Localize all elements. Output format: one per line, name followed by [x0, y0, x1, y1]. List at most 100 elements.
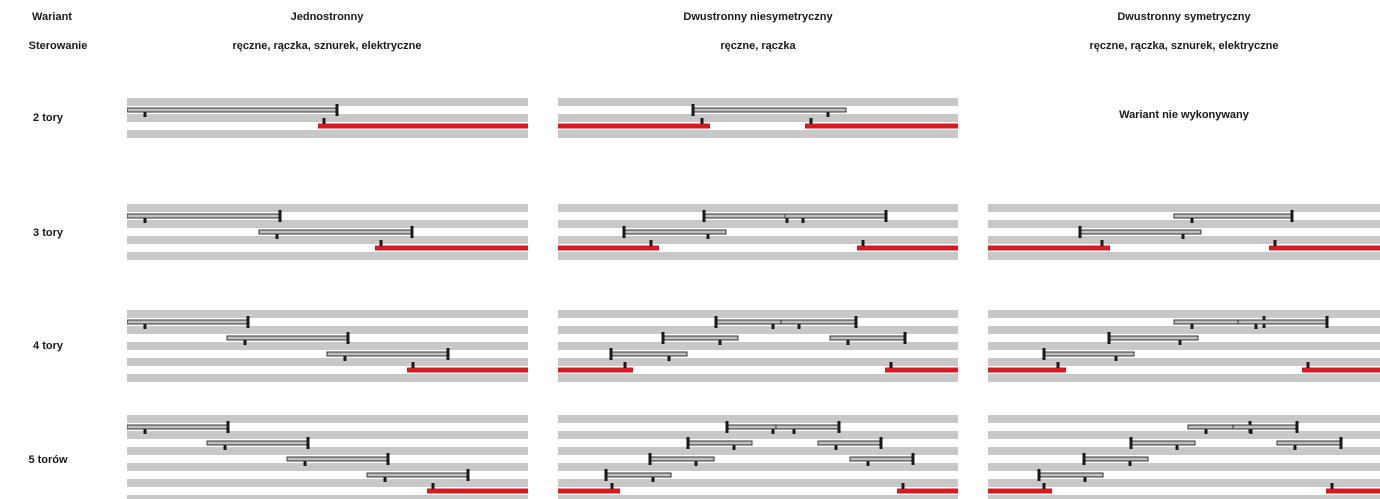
- track-strip: [127, 98, 528, 106]
- panel-stop: [797, 324, 801, 329]
- track-strip: [988, 463, 1380, 471]
- panel-stop: [143, 112, 147, 117]
- track-strip: [558, 342, 958, 350]
- sliding-panel: [817, 440, 883, 446]
- sliding-panel: [127, 424, 230, 430]
- track-strip: [988, 447, 1380, 455]
- panel-stop: [1114, 356, 1118, 361]
- panel-stop: [243, 340, 247, 345]
- track-strip: [558, 204, 958, 212]
- track-strip: [988, 252, 1380, 260]
- sliding-panel: [1232, 424, 1299, 430]
- track-strip: [127, 479, 528, 487]
- row-label-5: 5 torów: [28, 454, 68, 466]
- track-strip: [558, 374, 958, 382]
- panel-stop: [771, 324, 775, 329]
- column-title-two-sided-sym: Dwustronny symetryczny: [1117, 11, 1251, 23]
- panel-stop: [1204, 429, 1208, 434]
- panel-stop: [771, 429, 775, 434]
- panel-handle: [1295, 421, 1299, 433]
- track-strip: [127, 114, 528, 122]
- fixed-rail: [558, 488, 620, 494]
- panel-stop: [1128, 461, 1132, 466]
- panel-stop: [1175, 445, 1179, 450]
- panel-stop: [1083, 477, 1087, 482]
- sliding-panel: [775, 424, 841, 430]
- fixed-rail: [988, 245, 1110, 251]
- track-strip: [558, 495, 958, 499]
- rail-stop: [649, 240, 653, 246]
- variant-header: Wariant: [32, 11, 72, 23]
- track-strip: [558, 252, 958, 260]
- panel-handle: [446, 348, 450, 360]
- sliding-panel: [1042, 351, 1135, 357]
- fixed-rail: [897, 488, 958, 494]
- track-strip: [127, 130, 528, 138]
- fixed-rail: [558, 245, 659, 251]
- panel-stop: [143, 429, 147, 434]
- track-strip: [988, 431, 1380, 439]
- track-strip: [988, 495, 1380, 499]
- fixed-rail: [885, 367, 958, 373]
- fixed-rail: [1326, 488, 1380, 494]
- sliding-panel: [780, 319, 858, 325]
- sliding-panel: [604, 472, 672, 478]
- column-title-one-sided: Jednostronny: [290, 11, 364, 23]
- track-strip: [127, 415, 528, 423]
- diagram-two-sided-sym-5-tracks: [988, 415, 1380, 499]
- diagram-one-sided-5-tracks: [127, 415, 528, 499]
- panel-handle: [1078, 226, 1082, 238]
- fixed-rail: [857, 245, 958, 251]
- sliding-panel: [258, 229, 414, 235]
- panel-stop: [1190, 218, 1194, 223]
- sliding-panel: [829, 335, 907, 341]
- fixed-rail: [988, 488, 1052, 494]
- panel-stop: [706, 234, 710, 239]
- rail-stop: [411, 362, 415, 368]
- panel-stop: [1190, 324, 1194, 329]
- track-strip: [127, 236, 528, 244]
- panel-stop: [866, 461, 870, 466]
- panel-handle: [1290, 210, 1294, 222]
- panel-handle: [884, 210, 888, 222]
- panel-stop: [792, 429, 796, 434]
- panel-stop: [826, 112, 830, 117]
- panel-handle: [609, 348, 613, 360]
- panel-stop: [1181, 234, 1185, 239]
- track-strip: [127, 326, 528, 334]
- panel-handle: [648, 453, 652, 465]
- fixed-rail: [318, 123, 528, 129]
- column-control-two-sided-asym: ręczne, rączka: [720, 40, 796, 52]
- panel-stop: [1178, 340, 1182, 345]
- track-strip: [127, 374, 528, 382]
- panel-stop: [275, 234, 279, 239]
- diagram-two-sided-sym-3-tracks: [988, 204, 1380, 260]
- panel-stop: [143, 324, 147, 329]
- panel-handle: [346, 332, 350, 344]
- panel-stop: [1249, 429, 1253, 434]
- rail-stop: [889, 362, 893, 368]
- sliding-panel: [661, 335, 739, 341]
- fixed-rail: [1269, 245, 1380, 251]
- panel-stop: [846, 340, 850, 345]
- diagram-one-sided-3-tracks: [127, 204, 528, 260]
- diagram-two-sided-asym-3-tracks: [558, 204, 958, 260]
- panel-stop: [383, 477, 387, 482]
- fixed-rail: [558, 367, 633, 373]
- fixed-rail: [427, 488, 528, 494]
- rail-stop: [1042, 483, 1046, 489]
- fixed-rail: [1302, 367, 1380, 373]
- diagram-one-sided-4-tracks: [127, 310, 528, 382]
- panel-stop: [223, 445, 227, 450]
- panel-handle: [1042, 348, 1046, 360]
- sliding-panel: [648, 456, 715, 462]
- variant-not-available: Wariant nie wykonywany: [1119, 109, 1249, 121]
- rail-stop: [809, 118, 813, 124]
- track-strip: [988, 374, 1380, 382]
- rail-stop: [1100, 240, 1104, 246]
- row-label-2: 2 tory: [33, 112, 63, 124]
- panel-stop: [1293, 445, 1297, 450]
- panel-handle: [386, 453, 390, 465]
- sliding-panel: [1078, 229, 1202, 235]
- rail-stop: [1330, 483, 1334, 489]
